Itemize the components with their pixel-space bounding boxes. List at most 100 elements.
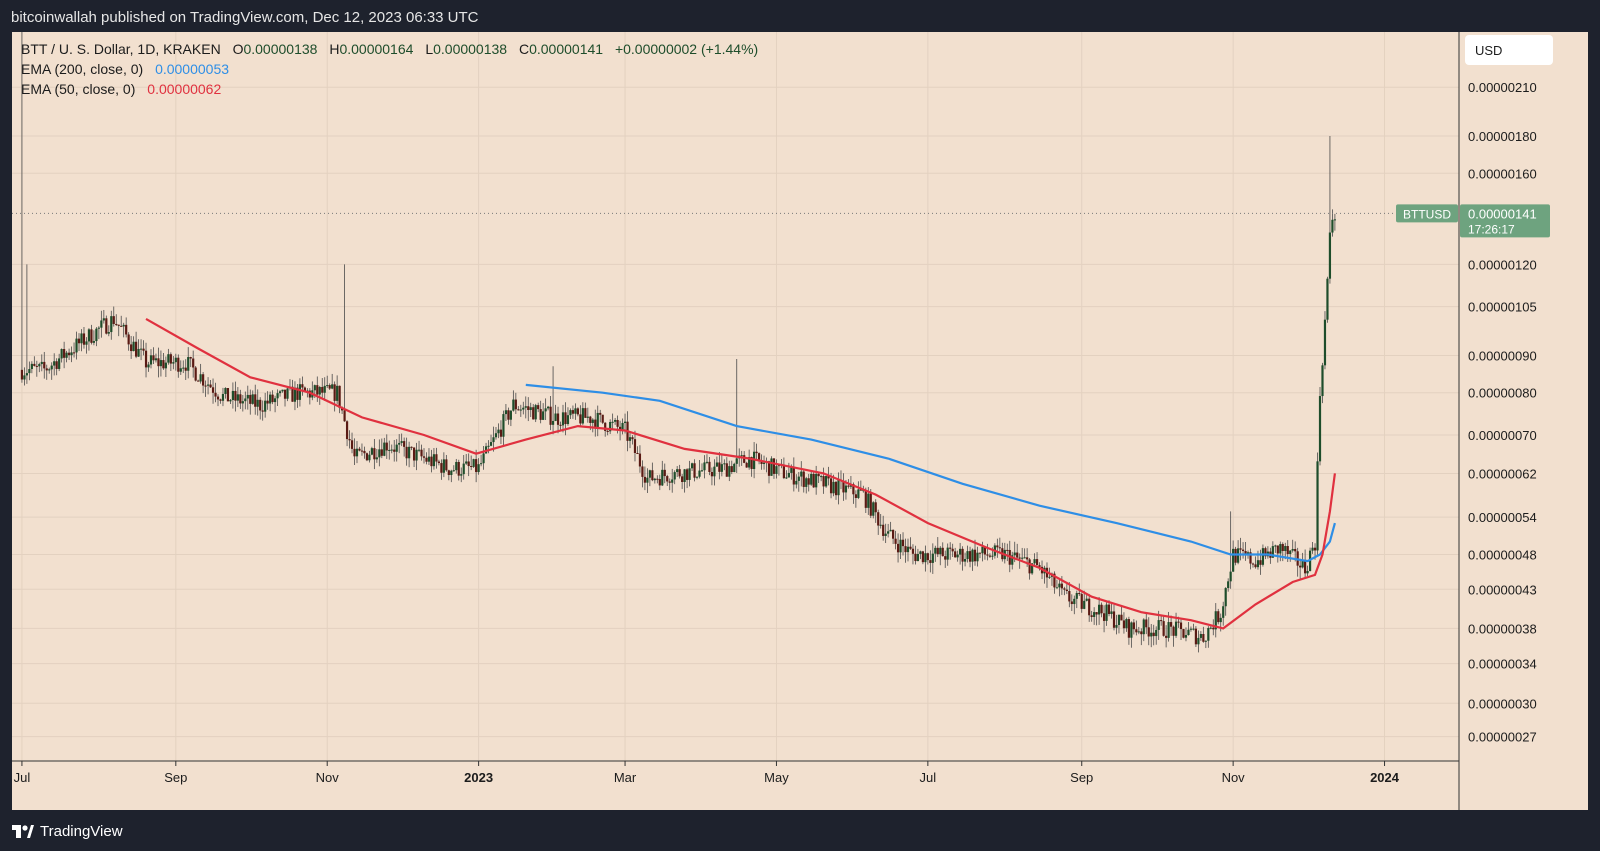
candle-body bbox=[1038, 565, 1041, 567]
candle-body bbox=[400, 441, 403, 443]
candle-body bbox=[1289, 550, 1292, 555]
candle-body bbox=[211, 387, 215, 393]
candle-body bbox=[256, 399, 259, 407]
candle-body bbox=[755, 451, 758, 454]
candle-body bbox=[97, 327, 100, 329]
o-label: O bbox=[233, 41, 244, 57]
candle-body bbox=[698, 470, 701, 477]
candle-body bbox=[1110, 611, 1113, 615]
candle-body bbox=[172, 362, 175, 364]
candle-body bbox=[1182, 629, 1185, 638]
candle-body bbox=[1160, 620, 1163, 622]
candle-body bbox=[132, 341, 135, 352]
candle-body bbox=[504, 410, 508, 415]
y-axis[interactable]: 0.00000210 0.00000180 0.00000160 0.00000120… bbox=[1468, 80, 1537, 744]
currency-selector[interactable]: USD bbox=[1465, 35, 1553, 65]
candle-body bbox=[616, 419, 619, 427]
candle-body bbox=[1222, 606, 1225, 618]
price-chart[interactable]: 0.00000210 0.00000180 0.00000160 0.00000120… bbox=[12, 32, 1588, 810]
candle-body bbox=[229, 399, 232, 402]
candle-body bbox=[770, 458, 773, 476]
candle-body bbox=[125, 324, 128, 335]
candle-body bbox=[805, 478, 808, 487]
candle-body bbox=[259, 399, 262, 411]
candle-body bbox=[144, 350, 148, 368]
candle-body bbox=[276, 393, 279, 399]
candle-body bbox=[271, 394, 274, 403]
candle-body bbox=[482, 453, 485, 464]
candle-body bbox=[877, 512, 880, 526]
candle-body bbox=[638, 453, 642, 467]
candle-body bbox=[35, 365, 38, 367]
candle-body bbox=[234, 390, 237, 401]
candle-body bbox=[966, 551, 969, 559]
candle-body bbox=[574, 408, 577, 414]
candle-body bbox=[1331, 219, 1334, 233]
legend-row-ema200[interactable]: EMA (200, close, 0) 0.00000053 bbox=[21, 61, 229, 77]
h-value: 0.00000164 bbox=[339, 41, 413, 57]
candle-body bbox=[827, 476, 830, 479]
candle-body bbox=[370, 448, 373, 455]
candle-body bbox=[959, 548, 962, 555]
candle-body bbox=[1078, 592, 1081, 595]
candle-body bbox=[681, 476, 684, 482]
candle-body bbox=[656, 478, 659, 480]
candle-body bbox=[336, 385, 339, 401]
candle-body bbox=[720, 464, 723, 472]
candle-body bbox=[1311, 547, 1314, 551]
candle-body bbox=[949, 547, 952, 549]
ema-lines bbox=[145, 317, 1336, 630]
candle-body bbox=[782, 464, 785, 479]
candle-body bbox=[1070, 601, 1073, 605]
candle-body bbox=[824, 476, 828, 487]
candle-body bbox=[1135, 629, 1138, 633]
candle-body bbox=[1090, 615, 1093, 617]
candle-body bbox=[676, 469, 679, 473]
candle-body bbox=[1088, 598, 1091, 616]
candle-body bbox=[246, 394, 249, 399]
legend-row-symbol[interactable]: BTT / U. S. Dollar, 1D, KRAKEN O0.000001… bbox=[21, 41, 758, 57]
candle-body bbox=[537, 405, 540, 410]
chart-frame[interactable]: 0.00000210 0.00000180 0.00000160 0.00000120… bbox=[12, 32, 1588, 810]
candle-body bbox=[1063, 588, 1066, 590]
candle-body bbox=[611, 421, 614, 423]
candle-body bbox=[1321, 365, 1324, 397]
candle-body bbox=[373, 448, 376, 460]
currency-button[interactable] bbox=[1465, 35, 1553, 65]
candle-body bbox=[566, 415, 570, 425]
candle-body bbox=[72, 352, 76, 354]
candle-body bbox=[832, 481, 835, 494]
candle-body bbox=[631, 437, 634, 440]
candle-body bbox=[1120, 614, 1123, 621]
candle-body bbox=[192, 358, 195, 368]
candle-body bbox=[224, 388, 227, 394]
tradingview-logo[interactable]: TradingView bbox=[12, 822, 123, 840]
publisher-line: bitcoinwallah published on TradingView.c… bbox=[11, 9, 479, 26]
candle-body bbox=[412, 447, 416, 461]
candle-body bbox=[1098, 604, 1101, 615]
candle-body bbox=[641, 466, 644, 477]
candle-body bbox=[417, 449, 421, 451]
x-axis[interactable]: Jul Sep Nov 2023 Mar May Jul Sep Nov 2024 bbox=[14, 761, 1400, 785]
candle-body bbox=[601, 414, 604, 423]
candle-body bbox=[20, 369, 24, 380]
price-tag-value: 0.00000141 bbox=[1468, 206, 1537, 221]
candle-body bbox=[440, 463, 443, 473]
candle-body bbox=[142, 348, 145, 351]
y-tick-label: 0.00000027 bbox=[1468, 730, 1537, 745]
legend-row-ema50[interactable]: EMA (50, close, 0) 0.00000062 bbox=[21, 81, 221, 97]
candle-body bbox=[1219, 617, 1222, 623]
candle-body bbox=[1192, 628, 1195, 630]
candle-body bbox=[743, 455, 746, 463]
candle-body bbox=[60, 349, 63, 359]
candle-body bbox=[398, 442, 401, 445]
candle-body bbox=[723, 463, 726, 465]
candle-body bbox=[911, 548, 915, 554]
candle-body bbox=[559, 424, 562, 426]
candle-body bbox=[405, 446, 408, 459]
candle-body bbox=[283, 389, 287, 399]
candle-body bbox=[554, 413, 557, 421]
candle-body bbox=[43, 361, 46, 369]
candle-body bbox=[517, 409, 520, 411]
candle-body bbox=[1279, 544, 1282, 554]
